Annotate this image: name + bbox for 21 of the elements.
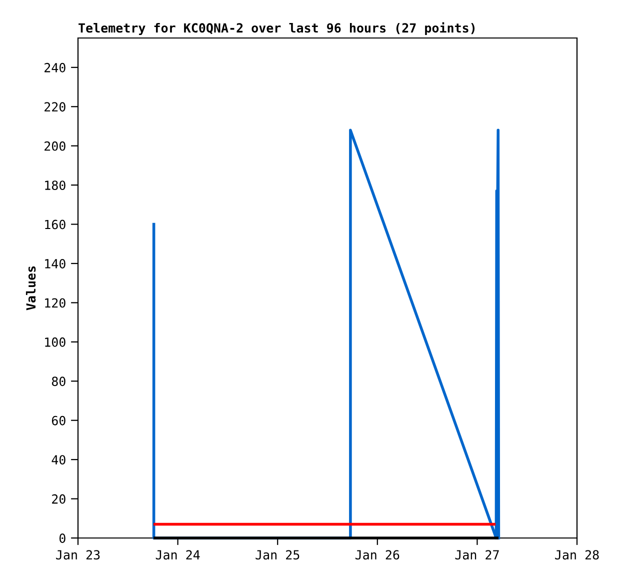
y-tick-label: 100	[45, 337, 66, 347]
y-tick-label: 40	[52, 455, 66, 465]
y-tick-label: 240	[44, 62, 66, 72]
x-tick-label: Jan 28	[555, 550, 599, 560]
y-tick-label: 160	[45, 220, 66, 230]
y-tick-label: 180	[45, 180, 66, 190]
x-tick-label: Jan 23	[56, 550, 100, 560]
y-tick-label: 200	[44, 141, 66, 151]
y-tick-label: 140	[45, 258, 66, 268]
y-tick-label: 0	[59, 534, 66, 543]
x-tick-label: Jan 25	[256, 550, 300, 560]
y-tick-label: 120	[45, 298, 66, 308]
x-tick-label: Jan 27	[455, 550, 499, 560]
chart-title: Telemetry for KC0QNA-2 over last 96 hours (27 points)	[78, 22, 475, 36]
y-tick-label: 60	[52, 416, 66, 426]
y-tick-label: 220	[44, 102, 66, 112]
x-tick-label: Jan 26	[355, 550, 400, 560]
x-tick-label: Jan 24	[156, 550, 200, 560]
y-axis-title: Values	[26, 266, 36, 310]
y-tick-label: 20	[52, 494, 66, 504]
y-tick-label: 80	[52, 376, 66, 386]
